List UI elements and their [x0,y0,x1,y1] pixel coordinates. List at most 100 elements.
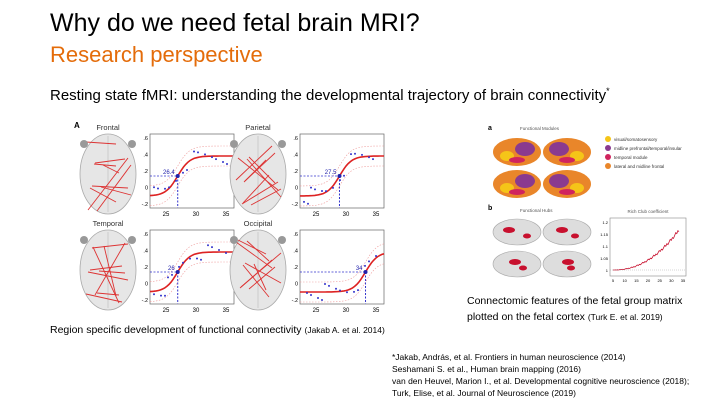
data-point [204,153,206,156]
data-point [361,153,363,156]
y-tick-label: -.2 [142,202,148,208]
connection [103,245,117,297]
region-label: Frontal [96,123,120,132]
data-point [160,294,162,297]
legend-swatch [605,154,611,160]
y-tick-label: .4 [143,153,148,159]
connection [85,141,117,145]
x-tick-label: 30 [193,212,200,218]
data-point [368,260,370,263]
y-tick-label: -.2 [292,202,298,208]
connection [237,239,267,255]
data-point [339,289,341,292]
brain-hubs [492,218,542,246]
connection [235,145,273,181]
data-point [306,291,308,294]
ci-curve [300,263,385,303]
subtitle: Research perspective [50,42,263,67]
connection [240,252,282,288]
region-label: Occipital [244,219,273,228]
x-tick-label: 5 [612,278,615,283]
x-tick-label: 25 [313,308,320,314]
data-point [218,249,220,252]
data-point [335,287,337,290]
right-caption-cite: (Turk E. et al. 2019) [588,312,663,322]
hub [509,259,521,265]
data-point [321,189,323,192]
node [230,140,238,148]
legend-swatch [605,136,611,142]
y-tick-label: .6 [293,136,298,142]
node [80,236,88,244]
legend-swatch [605,163,611,169]
age-point [175,174,180,178]
data-point [372,158,374,161]
connection [87,157,129,211]
module-region [515,174,535,188]
plot-frame [149,133,235,209]
x-tick-label: 35 [223,212,230,218]
age-point [363,270,368,274]
y-tick-label: 0 [145,282,148,288]
data-point [343,174,345,177]
y-tick-label: .2 [143,169,148,175]
data-point [222,161,224,164]
plot-frame [609,217,687,277]
fit-curve [300,155,384,197]
module-region [549,142,569,156]
right-caption-2: plotted on the fetal cortex (Turk E. et … [467,311,663,323]
module-region [549,174,569,188]
data-point [197,151,199,154]
legend-label: lateral and midline frontal [614,164,664,169]
fit-curve [149,155,234,197]
y-tick-label: 1.15 [600,232,609,237]
data-point [215,158,217,161]
data-point [307,202,309,205]
data-point [225,252,227,255]
connection [87,271,129,281]
y-tick-label: 0 [295,186,298,192]
legend-swatch [605,145,611,151]
y-tick-label: .6 [143,232,148,238]
age-point [337,174,342,178]
data-point [178,265,180,268]
data-point [153,293,155,296]
connection [100,186,132,196]
plot-frame [299,229,385,305]
module-region [509,157,525,163]
connection [244,262,282,284]
node [230,236,238,244]
connection [85,293,123,303]
node [128,140,136,148]
y-tick-label: .4 [293,153,298,159]
x-tick-label: 20 [646,278,651,283]
modules-title: Functional Modules [520,126,560,131]
data-point [324,282,326,285]
age-label: 26 [168,266,175,272]
node [278,236,286,244]
hub [556,227,568,233]
module-region [509,189,525,195]
data-point [328,284,330,287]
data-point [211,156,213,159]
data-point [171,273,173,276]
y-tick-label: .4 [293,249,298,255]
data-point [364,264,366,267]
hub [519,265,527,271]
right-caption-1: Connectomic features of the fetal group … [467,295,683,307]
x-tick-label: 25 [163,212,170,218]
data-point [164,294,166,297]
x-tick-label: 35 [223,308,230,314]
data-point [182,261,184,264]
y-tick-label: .2 [293,169,298,175]
connection [89,265,123,271]
connection [94,158,126,164]
x-tick-label: 35 [681,278,686,283]
y-tick-label: 1 [606,268,609,273]
ci-curve [149,145,234,186]
data-point [168,186,170,189]
data-point [375,254,377,257]
x-tick-label: 10 [622,278,627,283]
data-point [310,293,312,296]
data-point [196,257,198,260]
